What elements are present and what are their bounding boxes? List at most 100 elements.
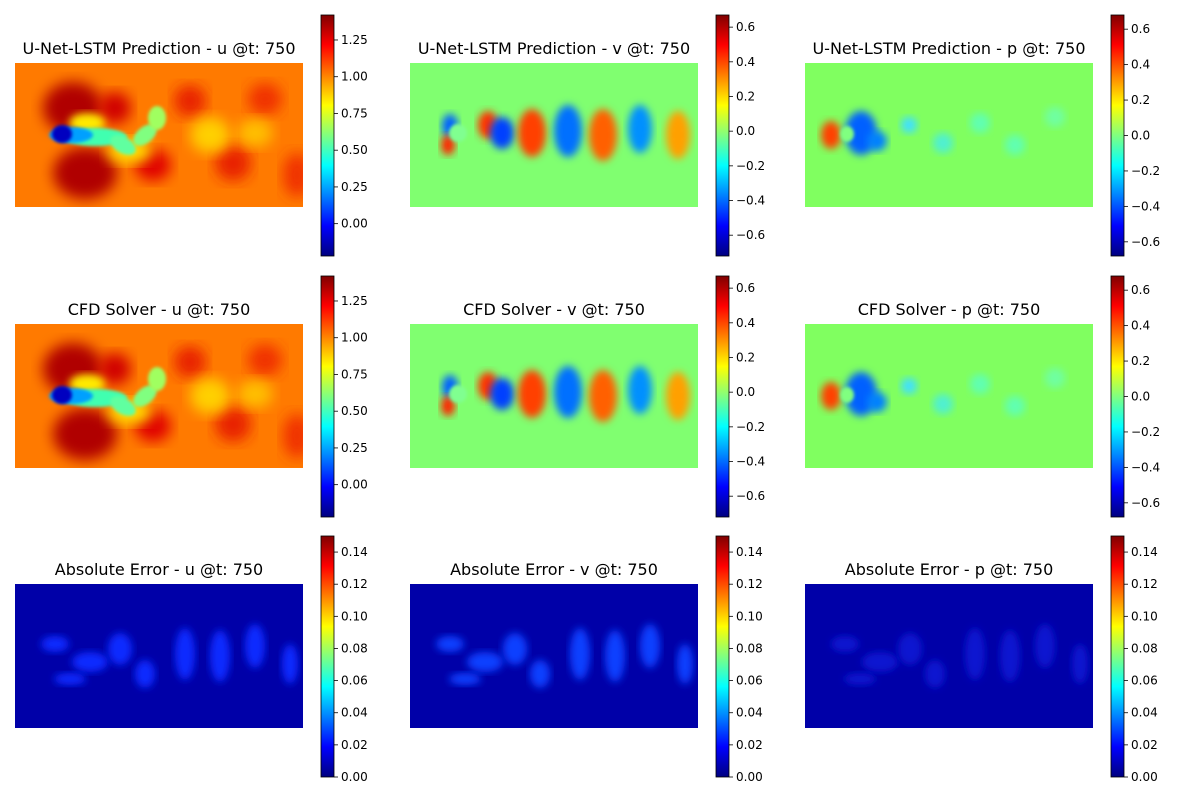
colorbar-tick-label: 0.2 [736,350,755,364]
panel-title: U-Net-LSTM Prediction - v @t: 750 [418,39,690,58]
colorbar-tick-label: 0.50 [341,404,368,418]
colorbar [320,275,335,518]
panel-title: Absolute Error - v @t: 750 [450,560,658,579]
u-mid-patch [190,117,230,153]
u-mid-patch [190,378,230,414]
u-wake [110,135,136,155]
error-streak [844,673,876,685]
colorbar-tick-label: 0.0 [736,124,755,138]
p-stagnation [821,382,841,410]
colorbar-tick-label: −0.6 [1131,496,1160,510]
colorbar-tick-label: 0.06 [1131,674,1158,688]
p-low [970,374,990,394]
error-streak [210,630,230,682]
u-high-lobe [283,414,303,458]
error-streak [677,644,693,684]
v-vortex [490,117,514,149]
error-streak [54,673,86,685]
error-streak [605,630,625,682]
colorbar-tick-label: 0.6 [1131,283,1150,297]
error-streak [1000,630,1020,682]
v-vortex [628,366,652,414]
u-mid-patch [237,119,273,147]
colorbar-tick-label: 0.4 [1131,58,1150,72]
panel-title: CFD Solver - v @t: 750 [463,300,645,319]
colorbar [320,535,335,778]
colorbar-tick-label: 0.6 [1131,22,1150,36]
heatmap-prediction-p [805,63,1093,207]
colorbar-tick-label: 0.0 [736,385,755,399]
v-vortex [441,135,455,155]
heatmap-error-p [805,584,1093,728]
colorbar-tick-label: 0.10 [1131,609,1158,623]
colorbar-tick-label: 0.75 [341,367,368,381]
p-low [970,113,990,133]
colorbar-tick-label: 0.06 [736,674,763,688]
colorbar-tick-label: 0.2 [736,89,755,103]
colorbar [1110,275,1125,518]
colorbar-tick-label: −0.6 [736,489,765,503]
u-wake [133,124,157,146]
colorbar-tick-label: 0.04 [1131,706,1158,720]
heatmap-solver-u [15,324,303,468]
colorbar-tick-label: 0.4 [1131,319,1150,333]
colorbar-tick-label: 0.50 [341,143,368,157]
colorbar-tick-label: 0.08 [736,641,763,655]
error-streak [1035,624,1055,668]
colorbar-tick-label: 0.4 [736,55,755,69]
colorbar-tick-label: −0.2 [736,159,765,173]
error-streak [72,652,108,672]
colorbar-tick-label: −0.6 [1131,235,1160,249]
v-vortex [518,109,546,157]
p-stagnation [821,121,841,149]
colorbar-tick-label: 0.14 [341,545,368,559]
u-high-lobe [248,83,282,115]
colorbar-tick-label: 0.12 [341,577,368,591]
p-low [933,133,953,153]
colorbar-tick-label: −0.2 [1131,164,1160,178]
error-streak [449,673,481,685]
heatmap-solver-v [410,324,698,468]
colorbar-tick-label: −0.2 [1131,425,1160,439]
error-streak [245,624,265,668]
colorbar-tick-label: 0.6 [736,20,755,34]
error-streak [41,636,69,652]
colorbar-tick-label: 0.0 [1131,390,1150,404]
p-low [867,131,887,151]
p-low [1045,368,1065,388]
p-low [867,392,887,412]
u-wake [133,385,157,407]
colorbar-tick-label: 0.00 [341,217,368,231]
v-cylinder [449,385,467,403]
u-high-lobe [53,147,117,199]
v-cylinder [449,124,467,142]
colorbar-tick-label: 0.25 [341,441,368,455]
u-high-lobe [99,353,131,385]
panel-title: Absolute Error - p @t: 750 [845,560,1054,579]
colorbar [1110,14,1125,257]
error-streak [530,660,550,688]
colorbar-tick-label: 0.02 [341,738,368,752]
u-cylinder [52,386,72,404]
error-streak [640,624,660,668]
u-mid-patch [237,380,273,408]
colorbar-tick-label: −0.4 [1131,199,1160,213]
error-streak [467,652,503,672]
heatmap-error-u [15,584,303,728]
v-vortex [589,109,617,161]
u-high-lobe [174,346,206,378]
u-wake [148,367,166,391]
v-vortex [518,370,546,418]
u-wake [148,106,166,130]
panel-title: CFD Solver - p @t: 750 [858,300,1041,319]
error-streak [436,636,464,652]
error-streak [898,633,922,665]
colorbar-tick-label: 1.00 [341,331,368,345]
error-streak [175,628,195,680]
v-vortex [554,105,582,157]
v-vortex [554,366,582,418]
u-high-lobe [215,145,251,181]
colorbar-tick-label: 0.06 [341,674,368,688]
colorbar-tick-label: 0.02 [736,738,763,752]
